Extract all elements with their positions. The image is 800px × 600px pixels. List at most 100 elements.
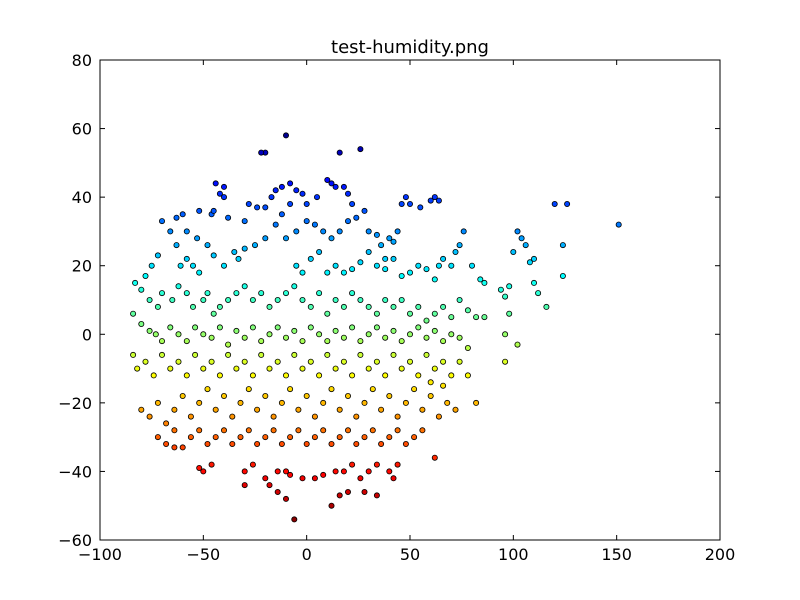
data-point [378, 406, 385, 413]
data-point [526, 259, 533, 266]
data-point [237, 399, 244, 406]
data-point [406, 269, 413, 276]
data-point [514, 228, 521, 235]
data-point [146, 296, 153, 303]
data-point [299, 190, 306, 197]
data-point [423, 334, 430, 341]
data-point [378, 242, 385, 249]
data-point [241, 218, 248, 225]
data-points [130, 132, 622, 523]
data-point [241, 283, 248, 290]
data-point [440, 338, 447, 345]
data-point [208, 461, 215, 468]
data-point [307, 324, 314, 331]
data-point [262, 434, 269, 441]
data-point [344, 488, 351, 495]
data-point [564, 200, 571, 207]
data-point [299, 269, 306, 276]
data-point [152, 331, 159, 338]
data-point [514, 341, 521, 348]
data-point [415, 324, 422, 331]
data-point [394, 461, 401, 468]
data-point [419, 406, 426, 413]
data-point [357, 351, 364, 358]
data-point [427, 379, 434, 386]
data-point [373, 358, 380, 365]
data-point [254, 204, 261, 211]
data-point [134, 365, 141, 372]
data-point [192, 351, 199, 358]
data-point [406, 358, 413, 365]
data-point [303, 200, 310, 207]
data-point [138, 320, 145, 327]
data-point [378, 440, 385, 447]
data-point [332, 296, 339, 303]
data-point [150, 372, 157, 379]
data-point [332, 327, 339, 334]
data-point [398, 296, 405, 303]
y-tick-label: 0 [82, 325, 92, 344]
data-point [344, 190, 351, 197]
data-point [183, 228, 190, 235]
data-point [212, 406, 219, 413]
data-point [167, 324, 174, 331]
data-point [311, 221, 318, 228]
data-point [200, 468, 207, 475]
data-point [423, 317, 430, 324]
data-point [241, 358, 248, 365]
data-point [210, 252, 217, 259]
data-point [171, 406, 178, 413]
data-point [307, 255, 314, 262]
data-point [324, 351, 331, 358]
data-point [324, 338, 331, 345]
data-point [431, 194, 438, 201]
data-point [427, 392, 434, 399]
data-point [419, 427, 426, 434]
data-point [204, 386, 211, 393]
data-point [274, 324, 281, 331]
data-point [497, 286, 504, 293]
data-point [262, 204, 269, 211]
data-point [175, 283, 182, 290]
data-point [406, 310, 413, 317]
data-point [464, 307, 471, 314]
data-point [522, 242, 529, 249]
data-point [394, 427, 401, 434]
data-point [518, 235, 525, 242]
data-point [163, 440, 170, 447]
data-point [183, 338, 190, 345]
data-point [460, 228, 467, 235]
data-point [344, 392, 351, 399]
data-point [233, 327, 240, 334]
data-point [274, 296, 281, 303]
data-point [225, 214, 232, 221]
data-point [390, 303, 397, 310]
data-point [196, 269, 203, 276]
data-point [357, 146, 364, 153]
data-point [324, 176, 331, 183]
data-point [398, 338, 405, 345]
data-point [183, 372, 190, 379]
data-point [402, 440, 409, 447]
y-tick-label: −40 [58, 462, 92, 481]
data-point [506, 283, 513, 290]
data-point [427, 197, 434, 204]
data-point [365, 248, 372, 255]
data-point [394, 228, 401, 235]
data-point [229, 413, 236, 420]
data-point [245, 386, 252, 393]
data-point [340, 303, 347, 310]
data-point [440, 255, 447, 262]
data-point [456, 296, 463, 303]
data-point [251, 242, 258, 249]
data-point [266, 365, 273, 372]
data-point [173, 214, 180, 221]
data-point [328, 440, 335, 447]
y-tick-label: −60 [58, 531, 92, 550]
data-point [216, 324, 223, 331]
y-tick-label: 40 [72, 188, 92, 207]
data-point [328, 180, 335, 187]
data-point [216, 190, 223, 197]
data-point [196, 464, 203, 471]
data-point [278, 440, 285, 447]
